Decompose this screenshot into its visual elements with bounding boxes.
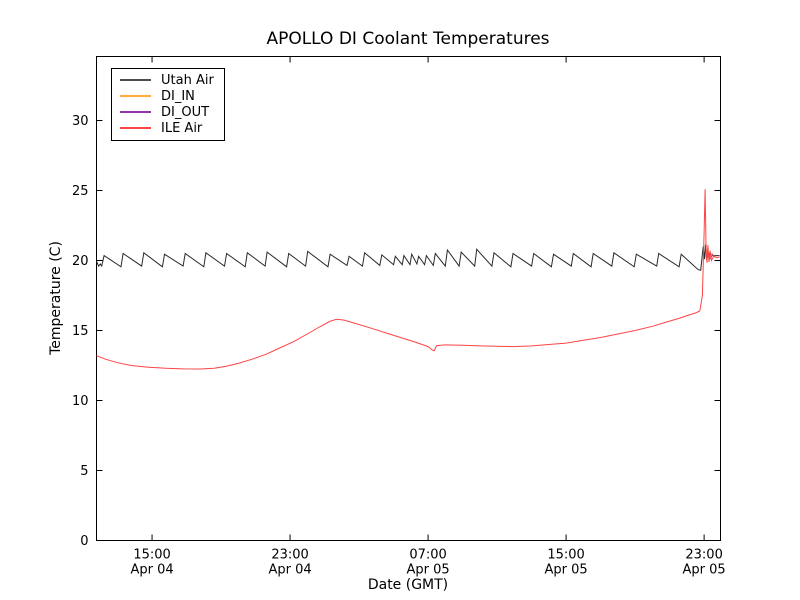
x-tick-label-date: Apr 04 — [268, 563, 311, 578]
ile-air-line-swatch — [120, 127, 151, 129]
x-tick-label-date: Apr 05 — [683, 563, 726, 578]
legend-item-di-in: DI_IN — [120, 88, 214, 104]
series-layer — [96, 189, 720, 370]
x-tick-label-date: Apr 05 — [545, 563, 588, 578]
chart-title: APOLLO DI Coolant Temperatures — [266, 29, 549, 49]
legend-label: ILE Air — [161, 120, 203, 136]
di-out-line-swatch — [120, 111, 151, 113]
di-in-line-swatch — [120, 95, 151, 97]
plot-frame — [96, 56, 721, 541]
y-tick-label: 5 — [80, 464, 88, 479]
y-tick-label: 30 — [72, 114, 89, 129]
utah-air-line-swatch — [120, 79, 151, 81]
y-tick-label: 20 — [72, 254, 89, 269]
legend-label: Utah Air — [161, 72, 214, 88]
x-axis-label: Date (GMT) — [368, 577, 448, 593]
legend-item-utah-air: Utah Air — [120, 72, 214, 88]
y-tick-label: 0 — [80, 534, 88, 549]
legend: Utah Air DI_IN DI_OUT ILE Air — [111, 68, 225, 141]
x-tick-label-time: 23:00 — [685, 548, 722, 563]
y-tick-label: 25 — [72, 184, 89, 199]
legend-label: DI_OUT — [161, 104, 210, 120]
x-tick-label-date: Apr 05 — [406, 563, 449, 578]
x-tick-label-time: 15:00 — [547, 548, 584, 563]
y-tick-label: 15 — [72, 324, 89, 339]
x-tick-label-time: 23:00 — [271, 548, 308, 563]
x-tick-label-time: 15:00 — [133, 548, 170, 563]
x-tick-label-date: Apr 04 — [130, 563, 173, 578]
y-tick-label: 10 — [72, 394, 89, 409]
x-tick-label-time: 07:00 — [409, 548, 446, 563]
legend-item-ile-air: ILE Air — [120, 120, 214, 136]
legend-item-di-out: DI_OUT — [120, 104, 214, 120]
y-axis-label: Temperature (C) — [48, 241, 64, 356]
series-line-ile-air — [96, 189, 720, 370]
series-line-utah-air — [96, 244, 720, 271]
legend-label: DI_IN — [161, 88, 195, 104]
